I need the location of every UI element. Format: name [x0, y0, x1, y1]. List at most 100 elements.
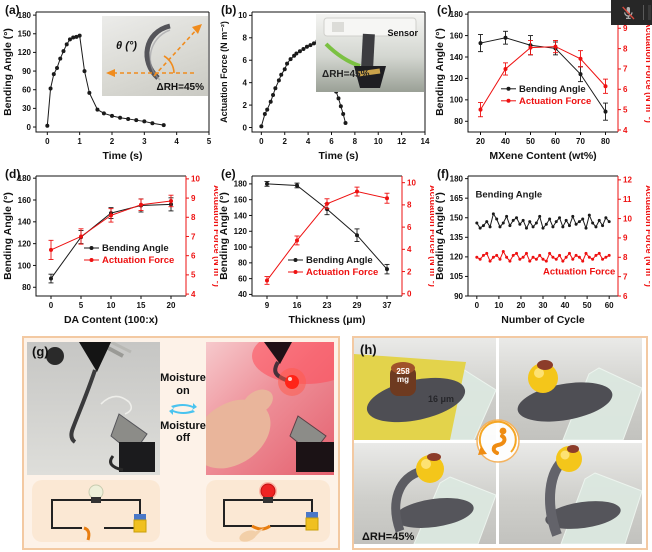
rh-label-a: ΔRH=45% [156, 82, 205, 93]
svg-text:7: 7 [623, 272, 628, 281]
svg-text:120: 120 [234, 227, 248, 236]
svg-text:40: 40 [501, 137, 510, 146]
svg-text:8: 8 [623, 44, 628, 53]
svg-text:50: 50 [526, 137, 535, 146]
svg-text:0: 0 [259, 137, 264, 146]
moisture-exchange-arrows-icon [169, 402, 197, 415]
svg-text:Bending Angle: Bending Angle [476, 190, 543, 201]
svg-text:4: 4 [306, 137, 311, 146]
svg-text:Actuation Force (N m⁻²): Actuation Force (N m⁻²) [428, 185, 434, 287]
svg-text:80: 80 [22, 283, 31, 292]
svg-text:Actuation Force (N m⁻²): Actuation Force (N m⁻²) [644, 21, 650, 123]
moisture-toggle-caption: Moisture on Moisture off [160, 342, 206, 475]
photo-weight-lifting [354, 443, 496, 544]
svg-text:40: 40 [561, 301, 570, 310]
svg-text:30: 30 [539, 301, 548, 310]
svg-text:Bending Angle: Bending Angle [102, 243, 169, 254]
svg-text:4: 4 [174, 137, 179, 146]
svg-text:Actuation Force (N m⁻²): Actuation Force (N m⁻²) [644, 185, 650, 287]
svg-text:0: 0 [475, 301, 480, 310]
svg-text:Bending Angle (°): Bending Angle (°) [434, 192, 446, 280]
weight-start-scene [517, 360, 642, 440]
svg-text:0: 0 [243, 123, 248, 132]
svg-text:0: 0 [407, 290, 412, 299]
svg-text:0: 0 [49, 301, 54, 310]
panel-d: (d) 80 100 120 140 160 180 4 5 6 7 8 9 10 0 5 10 15 20 DA C… [2, 164, 222, 332]
svg-text:6: 6 [243, 56, 248, 65]
svg-text:60: 60 [22, 86, 31, 95]
svg-text:5: 5 [623, 105, 628, 114]
svg-text:(c): (c) [437, 3, 452, 17]
rh-label-b: ΔRH=45% [322, 69, 370, 80]
chart-vs-da-content: (d) 80 100 120 140 160 180 4 5 6 7 8 9 10 0 5 10 15 20 DA C… [2, 164, 222, 331]
svg-text:80: 80 [238, 259, 247, 268]
svg-text:8: 8 [407, 201, 412, 210]
weight-mass-label: 258 mg [388, 367, 418, 385]
film-thickness-label: 16 μm [428, 394, 455, 404]
svg-text:20: 20 [167, 301, 176, 310]
mic-muted-button[interactable] [617, 2, 639, 24]
photo-moisture-off [27, 342, 160, 475]
svg-text:Actuation Force (N m⁻²): Actuation Force (N m⁻²) [212, 185, 218, 287]
panel-a: (a) 0 30 60 90 120 150 180 0 1 2 3 4 5 Time (s) Bending… [2, 0, 218, 164]
svg-text:11: 11 [623, 195, 632, 204]
svg-text:2: 2 [110, 137, 115, 146]
svg-text:120: 120 [18, 48, 32, 57]
svg-text:10: 10 [191, 175, 200, 184]
svg-text:100: 100 [18, 261, 32, 270]
svg-text:10: 10 [238, 11, 247, 20]
svg-text:60: 60 [605, 301, 614, 310]
svg-text:5: 5 [79, 301, 84, 310]
svg-text:Actuation Force (N m⁻²): Actuation Force (N m⁻²) [219, 21, 229, 123]
svg-text:6: 6 [407, 223, 412, 232]
svg-text:40: 40 [238, 290, 247, 299]
svg-text:10: 10 [107, 301, 116, 310]
svg-text:DA Content (100:x): DA Content (100:x) [64, 314, 158, 326]
circuit-diagram-closed [206, 480, 330, 542]
sensor-label: Sensor [387, 28, 418, 38]
svg-text:Bending Angle (°): Bending Angle (°) [434, 28, 446, 116]
svg-text:180: 180 [450, 174, 464, 183]
svg-text:2: 2 [283, 137, 288, 146]
panel-e: (e) 40 60 80 100 120 140 160 180 0 2 4 6 8 10 9 16 23 29 37… [218, 164, 438, 332]
svg-text:5: 5 [207, 137, 212, 146]
svg-text:70: 70 [576, 137, 585, 146]
svg-text:0: 0 [27, 123, 32, 132]
svg-text:8: 8 [353, 137, 358, 146]
svg-text:6: 6 [623, 85, 628, 94]
svg-text:10: 10 [494, 301, 503, 310]
svg-text:30: 30 [22, 104, 31, 113]
svg-text:90: 90 [22, 67, 31, 76]
svg-text:Actuation Force: Actuation Force [543, 266, 615, 277]
svg-text:7: 7 [191, 232, 196, 241]
svg-text:Time (s): Time (s) [102, 150, 142, 162]
chart-vs-thickness: (e) 40 60 80 100 120 140 160 180 0 2 4 6 8 10 9 16 23 29 37… [218, 164, 438, 331]
svg-text:80: 80 [601, 137, 610, 146]
panel-h-label: (h) [360, 342, 377, 357]
svg-text:6: 6 [191, 251, 196, 260]
svg-text:Bending Angle (°): Bending Angle (°) [2, 192, 14, 280]
svg-text:8: 8 [623, 253, 628, 262]
photo-weight-start [499, 338, 642, 440]
svg-text:(f): (f) [437, 167, 449, 181]
svg-text:160: 160 [450, 31, 464, 40]
svg-text:160: 160 [18, 196, 32, 205]
svg-text:4: 4 [243, 78, 248, 87]
chart-bending-angle-vs-time: (a) 0 30 60 90 120 150 180 0 1 2 3 4 5 Time (s) Bending… [2, 0, 218, 167]
svg-text:60: 60 [238, 274, 247, 283]
svg-text:Bending Angle: Bending Angle [519, 84, 586, 95]
theta-angle-label: θ (°) [116, 40, 137, 52]
svg-text:135: 135 [450, 233, 464, 242]
weight-value: 258 [396, 367, 410, 376]
mic-muted-icon [622, 6, 635, 19]
svg-text:180: 180 [18, 174, 32, 183]
svg-text:Bending Angle (°): Bending Angle (°) [218, 192, 230, 280]
svg-text:3: 3 [142, 137, 147, 146]
svg-text:100: 100 [450, 96, 464, 105]
svg-text:Actuation Force: Actuation Force [306, 267, 378, 278]
svg-text:23: 23 [323, 301, 332, 310]
svg-text:80: 80 [454, 117, 463, 126]
svg-text:60: 60 [551, 137, 560, 146]
svg-text:9: 9 [623, 24, 628, 33]
